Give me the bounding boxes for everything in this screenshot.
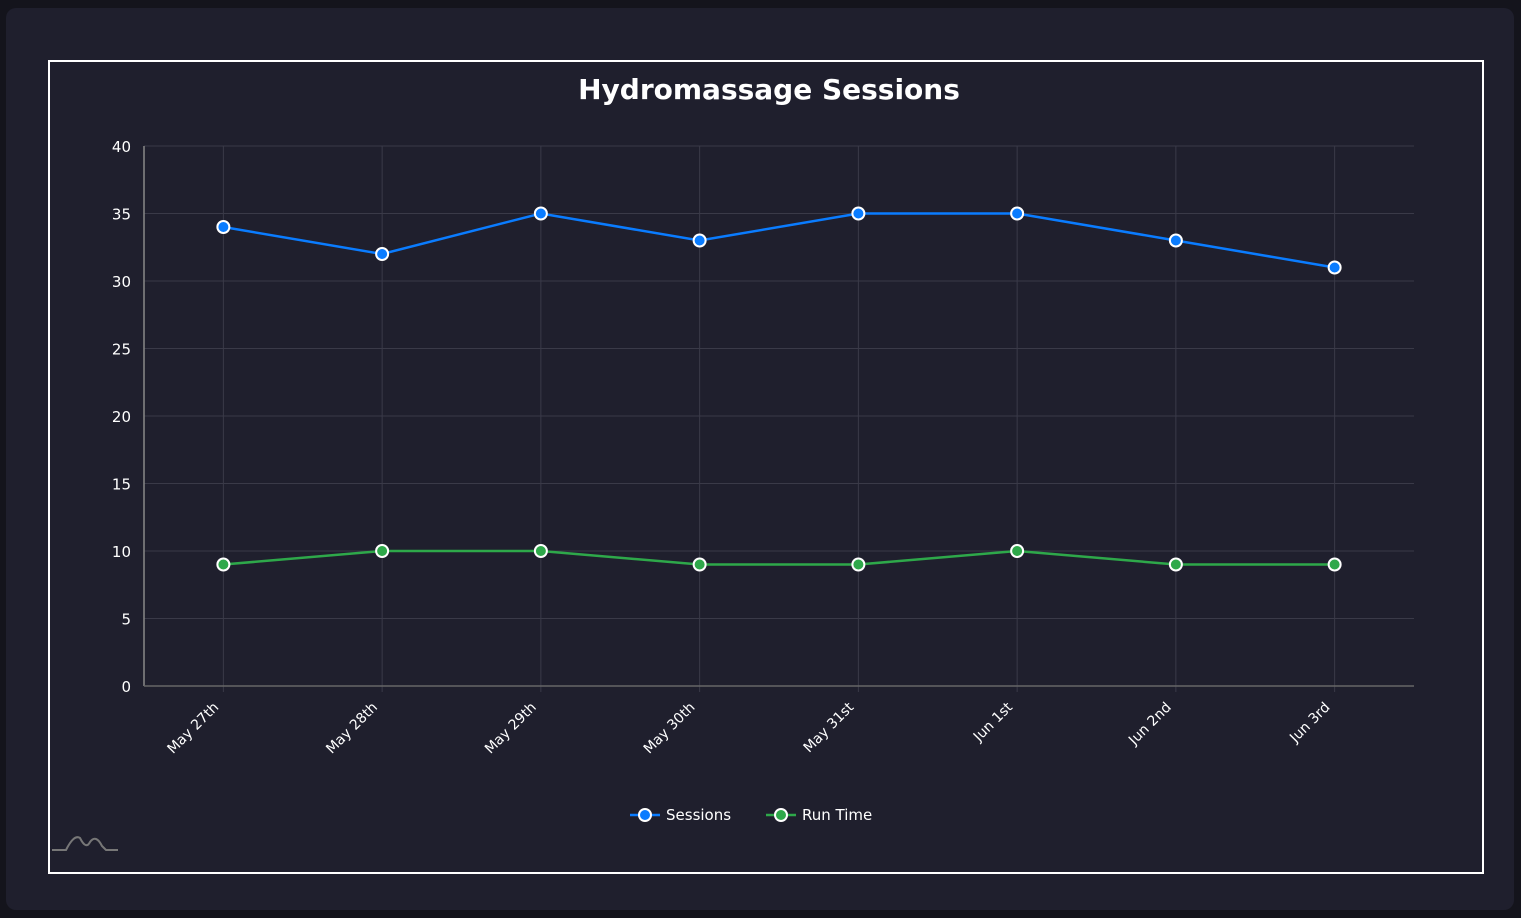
y-tick-label: 5	[121, 611, 131, 629]
data-point	[1168, 557, 1183, 572]
legend-label: Run Time	[802, 806, 872, 824]
data-point	[1327, 557, 1342, 572]
card	[6, 8, 1514, 910]
y-tick-label: 20	[112, 408, 131, 426]
y-tick-label: 40	[112, 138, 131, 156]
legend-item[interactable]: Sessions	[630, 806, 731, 824]
data-point	[216, 557, 231, 572]
data-point	[375, 544, 390, 558]
chart-frame	[48, 60, 1484, 874]
data-point	[1010, 206, 1025, 221]
y-tick-label: 0	[121, 678, 131, 696]
series-line	[223, 212, 1335, 269]
legend-marker	[774, 808, 788, 822]
y-tick-label: 30	[112, 273, 131, 291]
legend-item[interactable]: Run Time	[766, 806, 872, 824]
data-point	[216, 220, 231, 234]
logo-icon	[52, 836, 118, 851]
data-point	[533, 206, 548, 221]
data-point	[692, 557, 707, 572]
x-tick-label: May 27th	[165, 700, 223, 758]
y-tick-label: 15	[112, 476, 131, 494]
data-point	[375, 247, 390, 261]
x-tick-label: Jun 3rd	[1286, 700, 1333, 747]
x-tick-label: May 30th	[641, 700, 699, 758]
data-point	[692, 233, 707, 248]
data-point	[1327, 260, 1342, 275]
data-point	[533, 544, 548, 558]
legend-label: Sessions	[666, 806, 731, 824]
y-tick-label: 35	[112, 206, 131, 224]
x-tick-label: May 28th	[323, 700, 381, 758]
data-point	[1168, 233, 1183, 248]
x-tick-label: Jun 2nd	[1125, 700, 1174, 749]
data-point	[851, 206, 866, 221]
y-tick-label: 10	[112, 543, 131, 561]
y-tick-label: 25	[112, 341, 131, 359]
x-tick-label: May 31st	[801, 699, 858, 756]
series-line	[223, 549, 1335, 566]
chart-title: Hydromassage Sessions	[578, 73, 960, 106]
series-run-time	[216, 544, 1342, 572]
data-point	[851, 557, 866, 572]
x-tick-label: Jun 1st	[970, 699, 1016, 745]
series-sessions	[216, 206, 1342, 275]
legend-marker	[638, 808, 652, 822]
data-point	[1010, 544, 1025, 558]
x-tick-label: May 29th	[482, 700, 540, 758]
